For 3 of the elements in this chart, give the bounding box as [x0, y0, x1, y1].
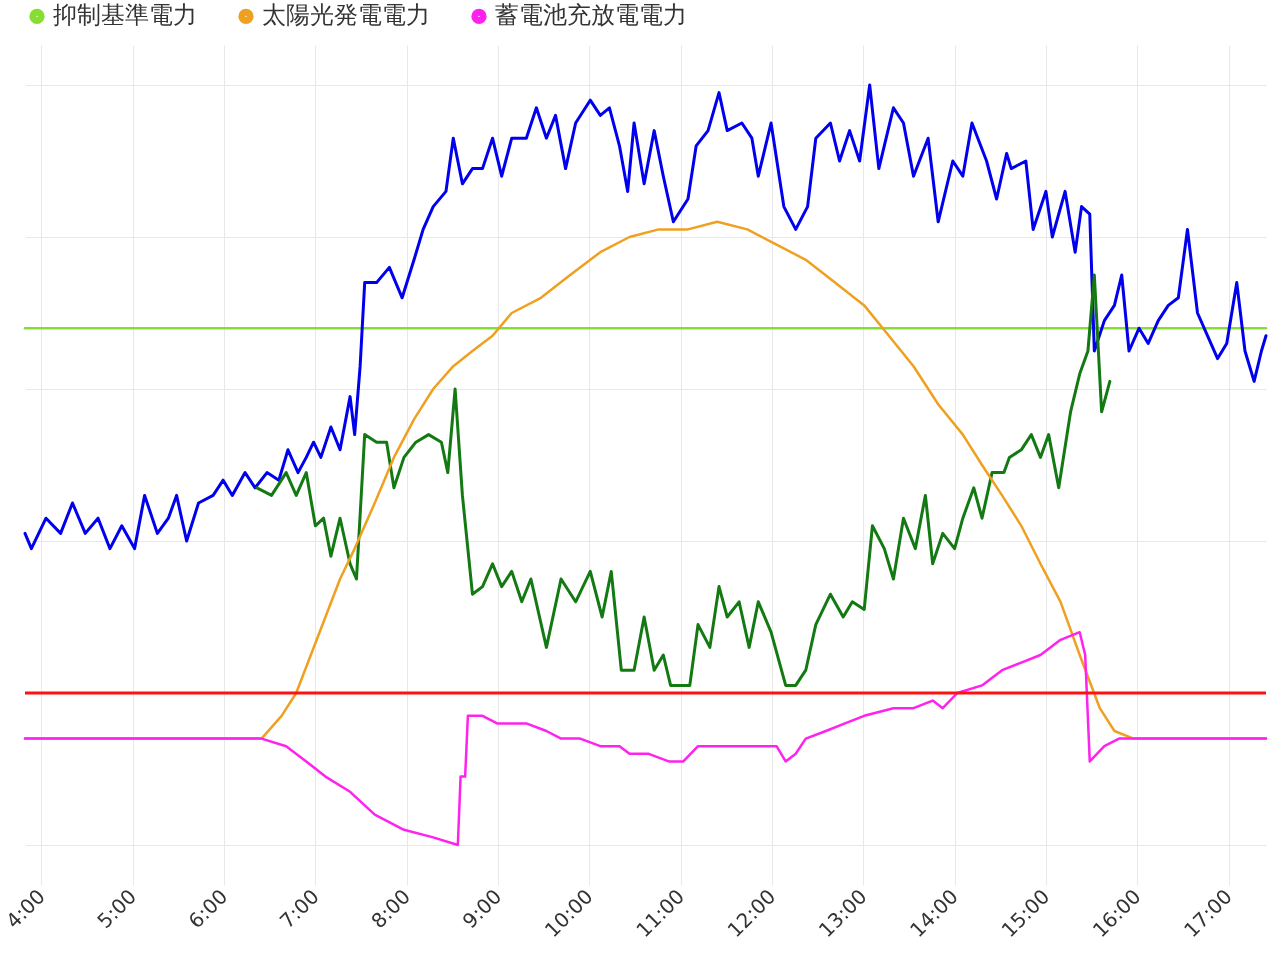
legend-label: 太陽光発電電力: [262, 1, 430, 30]
legend-label: 蓄電池充放電電力: [495, 1, 687, 30]
legend-label: 抑制基準電力: [53, 1, 197, 30]
